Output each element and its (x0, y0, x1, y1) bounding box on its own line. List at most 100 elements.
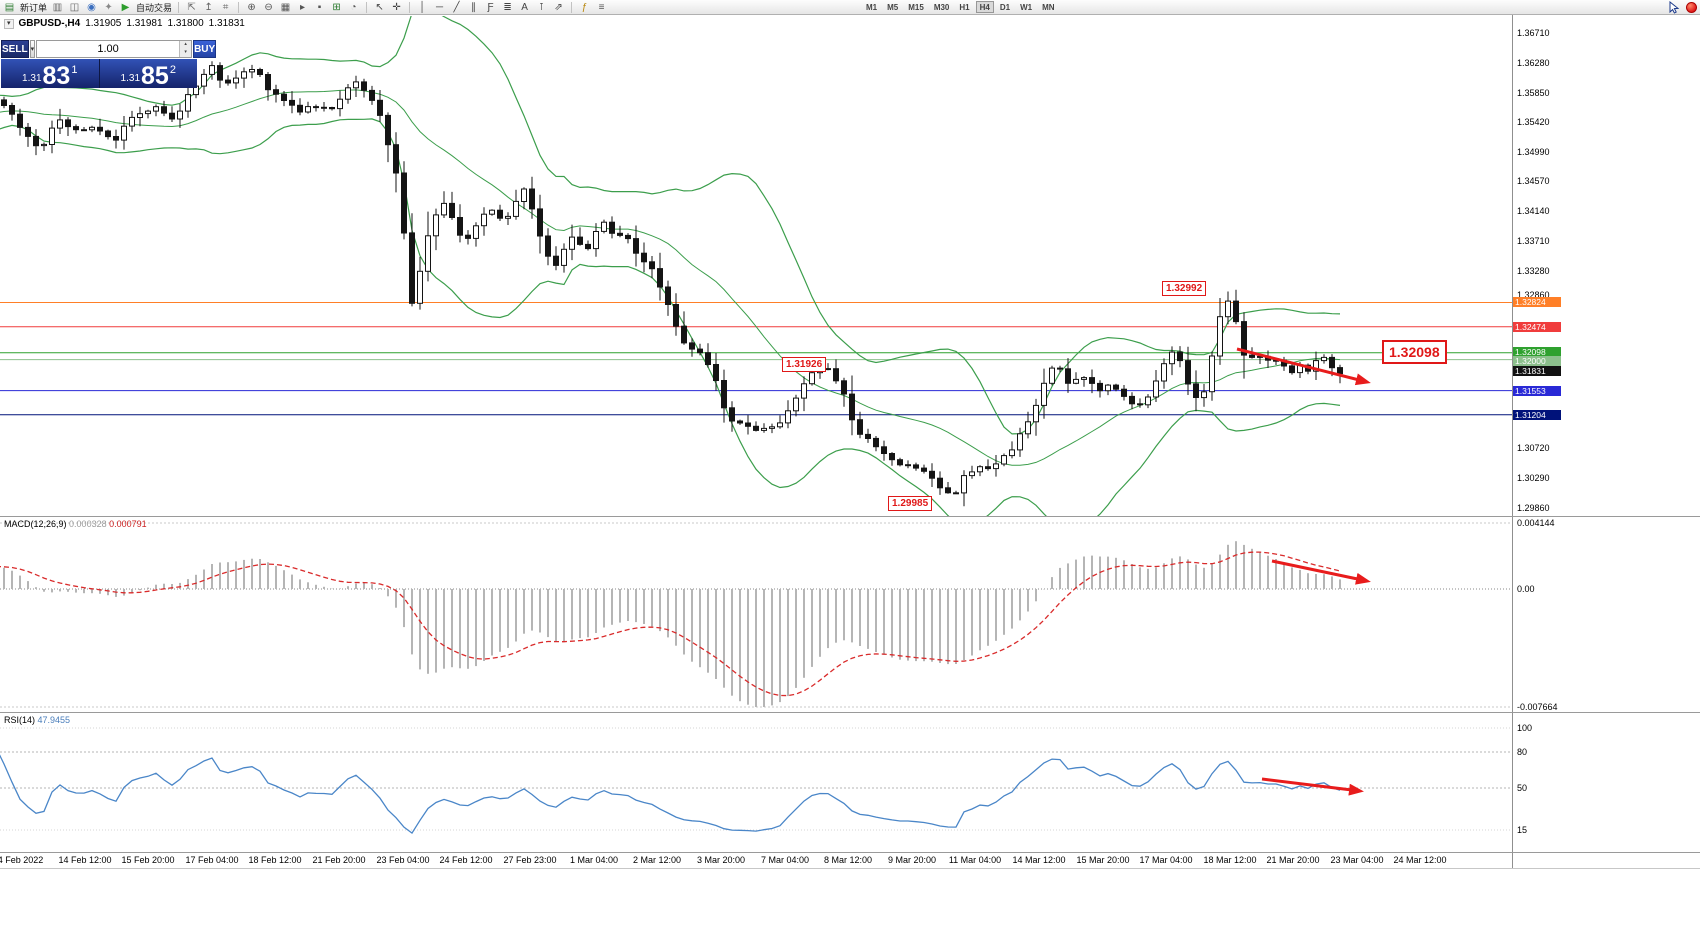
main-chart-plot[interactable] (0, 15, 1512, 516)
timeframe-toolbar: M1 M5 M15 M30 H1 H4 D1 W1 MN (862, 0, 1059, 14)
new-order-label[interactable]: 新订单 (20, 2, 48, 13)
zoom-in-icon[interactable]: ⊕ (247, 1, 256, 13)
timeframe-button-m5[interactable]: M5 (883, 1, 902, 13)
timeframe-button-w1[interactable]: W1 (1016, 1, 1036, 13)
accounts-icon[interactable]: ◉ (87, 1, 96, 13)
volume-stepper[interactable]: ▴ ▾ (179, 41, 192, 57)
sell-price-big: 83 (42, 62, 71, 90)
rsi-value: 47.9455 (37, 715, 71, 725)
buy-price-display[interactable]: 1.31 85 2 (99, 59, 197, 90)
navigator-icon[interactable]: ✦ (104, 1, 113, 13)
price-axis-label: 1.36710 (1517, 28, 1550, 38)
symbol-period-label: GBPUSD-,H4 (18, 18, 81, 29)
dock-icon[interactable]: ⇱ (187, 1, 196, 13)
timeframe-button-d1[interactable]: D1 (996, 1, 1014, 13)
objects-list-icon[interactable]: ≣ (503, 1, 512, 13)
time-axis-label: 17 Feb 04:00 (185, 855, 239, 865)
window-bottom-border (0, 868, 1700, 869)
time-axis-label: 23 Feb 04:00 (376, 855, 430, 865)
chart-menu-icon[interactable]: ▾ (4, 18, 14, 29)
data-window-icon[interactable]: ◫ (69, 1, 80, 13)
annotation-box[interactable]: 1.31926 (782, 357, 827, 372)
time-axis-label: 1 Mar 04:00 (569, 855, 619, 865)
cursor-tool-icon[interactable]: ↖ (375, 1, 384, 13)
ohlc-high: 1.31981 (126, 18, 163, 29)
timeframe-button-m15[interactable]: M15 (904, 1, 928, 13)
timeframe-button-m1[interactable]: M1 (862, 1, 881, 13)
price-axis-tag: 1.32474 (1513, 322, 1561, 332)
time-axis-label: 21 Feb 20:00 (312, 855, 366, 865)
panel-splitter-rsi[interactable] (0, 712, 1700, 713)
price-axis-label: 1.33280 (1517, 266, 1550, 276)
price-axis-label: 1.29860 (1517, 503, 1550, 513)
stop-icon[interactable]: ▪ (317, 1, 322, 13)
fibonacci-icon[interactable]: Ƒ (487, 1, 494, 13)
horizontal-line-icon[interactable]: ─ (435, 1, 444, 13)
price-axis-border (1512, 15, 1513, 868)
period-icon[interactable]: ◔ (350, 1, 357, 13)
price-axis-label: 1.35850 (1517, 88, 1550, 98)
toolbar-right (1669, 0, 1697, 14)
panel-splitter-macd[interactable] (0, 516, 1700, 517)
price-axis-label: 1.34570 (1517, 176, 1550, 186)
zoom-out-icon[interactable]: ⊖ (264, 1, 273, 13)
autotrading-icon[interactable]: ▶ (121, 1, 130, 13)
stepper-up-icon[interactable]: ▴ (180, 41, 192, 49)
time-axis-label: 14 Mar 12:00 (1012, 855, 1066, 865)
time-axis-label: 15 Mar 20:00 (1076, 855, 1130, 865)
ohlc-low: 1.31800 (167, 18, 204, 29)
price-axis-label: 1.36280 (1517, 58, 1550, 68)
crosshair-icon[interactable]: ✛ (392, 1, 401, 13)
channel-icon[interactable]: ∥ (471, 1, 477, 13)
autotrading-label[interactable]: 自动交易 (136, 2, 173, 13)
rsi-axis-label: 100 (1517, 723, 1533, 733)
step-forward-icon[interactable]: ▸ (300, 1, 306, 13)
timeframe-button-h1[interactable]: H1 (955, 1, 973, 13)
time-axis-label: 2 Mar 12:00 (632, 855, 682, 865)
arrow-object-icon[interactable]: ⇗ (554, 1, 563, 13)
annotation-box[interactable]: 1.29985 (888, 496, 933, 511)
toolbar-separator (238, 1, 240, 13)
sell-price-display[interactable]: 1.31 83 1 (1, 59, 100, 90)
trendline-icon[interactable]: ╱ (453, 1, 460, 13)
macd-plot[interactable] (0, 517, 1512, 712)
timeframe-button-mn[interactable]: MN (1038, 1, 1058, 13)
annotation-box[interactable]: 1.32098 (1382, 340, 1447, 364)
volume-input[interactable] (37, 41, 180, 57)
stepper-down-icon[interactable]: ▾ (180, 49, 192, 57)
time-axis-label: 23 Mar 04:00 (1330, 855, 1384, 865)
text-label-icon[interactable]: A (521, 1, 528, 13)
sell-price-small: 1.31 (22, 73, 42, 84)
templates-icon[interactable]: ≡ (598, 1, 605, 13)
price-axis-label: 1.30290 (1517, 473, 1550, 483)
buy-button[interactable]: BUY (193, 40, 217, 58)
text-tool-icon[interactable]: ⊺ (538, 1, 545, 13)
timeframe-button-h4[interactable]: H4 (975, 1, 994, 13)
tile-windows-icon[interactable]: ▦ (280, 1, 291, 13)
volume-dropdown-button[interactable]: ▾ (29, 40, 36, 58)
time-axis-label: 11 Mar 04:00 (948, 855, 1002, 865)
price-axis-label: 1.34990 (1517, 147, 1550, 157)
price-axis-label: 1.34140 (1517, 206, 1550, 216)
new-order-icon[interactable]: ▤ (4, 1, 15, 13)
notification-badge (1686, 1, 1697, 13)
candlestick-series (1, 61, 1343, 507)
price-scale[interactable] (1512, 15, 1700, 852)
upload-icon[interactable]: ↥ (204, 1, 213, 13)
annotation-box[interactable]: 1.32992 (1162, 281, 1207, 296)
one-click-trading-panel: SELL ▾ ▴ ▾ BUY 1.31 83 1 1.31 85 2 (1, 40, 217, 90)
time-axis-label: 18 Feb 12:00 (248, 855, 302, 865)
rsi-axis-label: 50 (1517, 783, 1528, 793)
buy-price-big: 85 (141, 62, 169, 90)
sell-button[interactable]: SELL (1, 40, 29, 58)
vertical-line-icon[interactable]: │ (419, 1, 426, 13)
toolbar-separator (366, 1, 368, 13)
market-watch-icon[interactable]: ▥ (52, 1, 63, 13)
new-chart-icon[interactable]: ⊞ (332, 1, 341, 13)
grid-icon[interactable]: ⌗ (222, 1, 229, 13)
time-axis-label: 8 Mar 12:00 (823, 855, 873, 865)
price-axis-label: 1.35420 (1517, 117, 1550, 127)
timeframe-button-m30[interactable]: M30 (930, 1, 954, 13)
rsi-plot[interactable] (0, 713, 1512, 852)
indicators-icon[interactable]: ƒ (581, 1, 588, 13)
